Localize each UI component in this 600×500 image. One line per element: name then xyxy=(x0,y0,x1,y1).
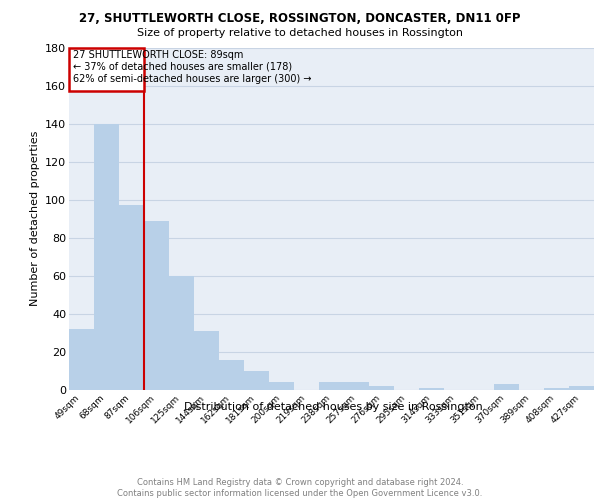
Bar xyxy=(494,384,519,390)
Bar xyxy=(569,386,594,390)
Bar xyxy=(119,206,144,390)
Bar xyxy=(69,329,94,390)
Text: Distribution of detached houses by size in Rossington: Distribution of detached houses by size … xyxy=(184,402,482,412)
Bar xyxy=(219,360,244,390)
Y-axis label: Number of detached properties: Number of detached properties xyxy=(29,131,40,306)
FancyBboxPatch shape xyxy=(69,48,144,92)
Text: ← 37% of detached houses are smaller (178): ← 37% of detached houses are smaller (17… xyxy=(73,62,292,72)
Bar xyxy=(169,276,194,390)
Text: 27, SHUTTLEWORTH CLOSE, ROSSINGTON, DONCASTER, DN11 0FP: 27, SHUTTLEWORTH CLOSE, ROSSINGTON, DONC… xyxy=(79,12,521,26)
Bar xyxy=(419,388,444,390)
Text: 27 SHUTTLEWORTH CLOSE: 89sqm: 27 SHUTTLEWORTH CLOSE: 89sqm xyxy=(73,50,243,60)
Text: 62% of semi-detached houses are larger (300) →: 62% of semi-detached houses are larger (… xyxy=(73,74,311,84)
Bar xyxy=(144,220,169,390)
Bar xyxy=(94,124,119,390)
Bar xyxy=(544,388,569,390)
Bar xyxy=(194,331,219,390)
Bar xyxy=(344,382,369,390)
Text: Size of property relative to detached houses in Rossington: Size of property relative to detached ho… xyxy=(137,28,463,38)
Text: Contains HM Land Registry data © Crown copyright and database right 2024.
Contai: Contains HM Land Registry data © Crown c… xyxy=(118,478,482,498)
Bar xyxy=(269,382,294,390)
Bar xyxy=(369,386,394,390)
Bar xyxy=(319,382,344,390)
Bar xyxy=(244,371,269,390)
